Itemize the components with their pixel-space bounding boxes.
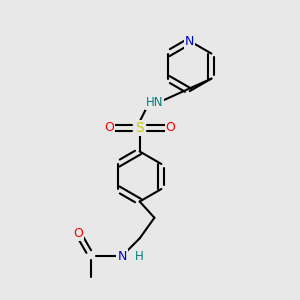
Text: HN: HN: [146, 96, 163, 110]
Text: O: O: [73, 227, 83, 240]
Text: S: S: [135, 121, 144, 135]
Text: O: O: [166, 122, 176, 134]
Text: O: O: [104, 122, 114, 134]
Text: N: N: [117, 250, 127, 262]
Text: N: N: [185, 34, 194, 48]
Text: H: H: [135, 250, 144, 262]
